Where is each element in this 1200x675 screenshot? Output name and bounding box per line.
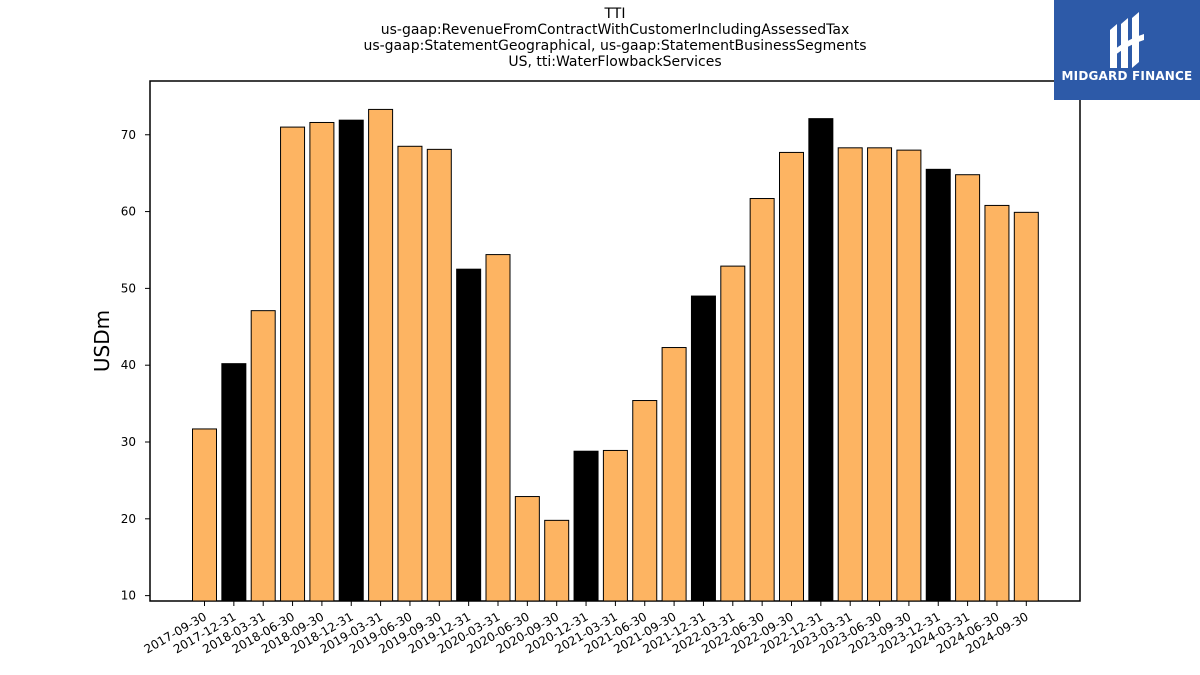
bar-2018-12-31 (338, 119, 364, 602)
chart-title: TTI (604, 6, 626, 22)
bar-2018-03-31 (250, 310, 276, 602)
bar-2019-06-30 (397, 145, 423, 602)
bar-2021-03-31 (602, 449, 628, 602)
bar-2022-06-30 (749, 198, 775, 602)
midgard-logo-icon (1110, 12, 1144, 68)
bar-2020-06-30 (514, 496, 540, 602)
y-tick-label: 60 (121, 205, 136, 219)
bar-2023-03-31 (837, 147, 863, 602)
bar-2022-09-30 (779, 151, 804, 602)
y-axis: 10 20 30 40 50 60 70 (121, 128, 150, 603)
bar-2018-09-30 (309, 121, 335, 602)
bar-2017-09-30 (192, 428, 217, 602)
x-axis: 2017-09-302017-12-312018-03-312018-06-30… (142, 601, 1031, 656)
y-tick-label: 50 (121, 281, 136, 295)
chart-title-block: TTI us-gaap:RevenueFromContractWithCusto… (150, 6, 1080, 70)
chart-subtitle-line-1: us-gaap:RevenueFromContractWithCustomerI… (380, 22, 850, 38)
bar-2024-09-30 (1013, 211, 1039, 602)
y-tick-label: 40 (121, 358, 136, 372)
chart-subtitle-line-2: us-gaap:StatementGeographical, us-gaap:S… (363, 38, 867, 54)
bar-2024-06-30 (984, 204, 1010, 602)
bar-2024-03-31 (955, 174, 981, 602)
chart-subtitle-line-3: US, tti:WaterFlowbackServices (508, 54, 722, 70)
bar-2023-06-30 (867, 147, 893, 602)
bar-2019-03-31 (368, 108, 394, 602)
y-tick-label: 70 (121, 128, 136, 142)
bars-group (192, 108, 1039, 602)
bar-2022-03-31 (720, 265, 746, 602)
bar-2019-12-31 (456, 268, 482, 602)
bar-2022-12-31 (808, 118, 834, 602)
y-axis-label: USDm (90, 310, 114, 372)
logo-text: MIDGARD FINANCE (1061, 69, 1193, 83)
bar-2020-12-31 (573, 450, 599, 602)
bar-2020-03-31 (485, 254, 511, 602)
bar-2017-12-31 (221, 363, 247, 602)
bar-2018-06-30 (280, 126, 306, 602)
bar-2021-06-30 (632, 400, 658, 602)
y-tick-label: 20 (121, 512, 136, 526)
bar-2019-09-30 (426, 148, 452, 602)
bar-2020-09-30 (544, 519, 570, 602)
y-tick-label: 30 (121, 435, 136, 449)
bar-2021-09-30 (661, 347, 687, 602)
midgard-finance-logo: MIDGARD FINANCE (1054, 0, 1200, 100)
bar-2023-12-31 (925, 168, 951, 602)
bar-2021-12-31 (690, 295, 716, 602)
bar-2023-09-30 (896, 149, 922, 602)
y-tick-label: 10 (121, 589, 136, 603)
